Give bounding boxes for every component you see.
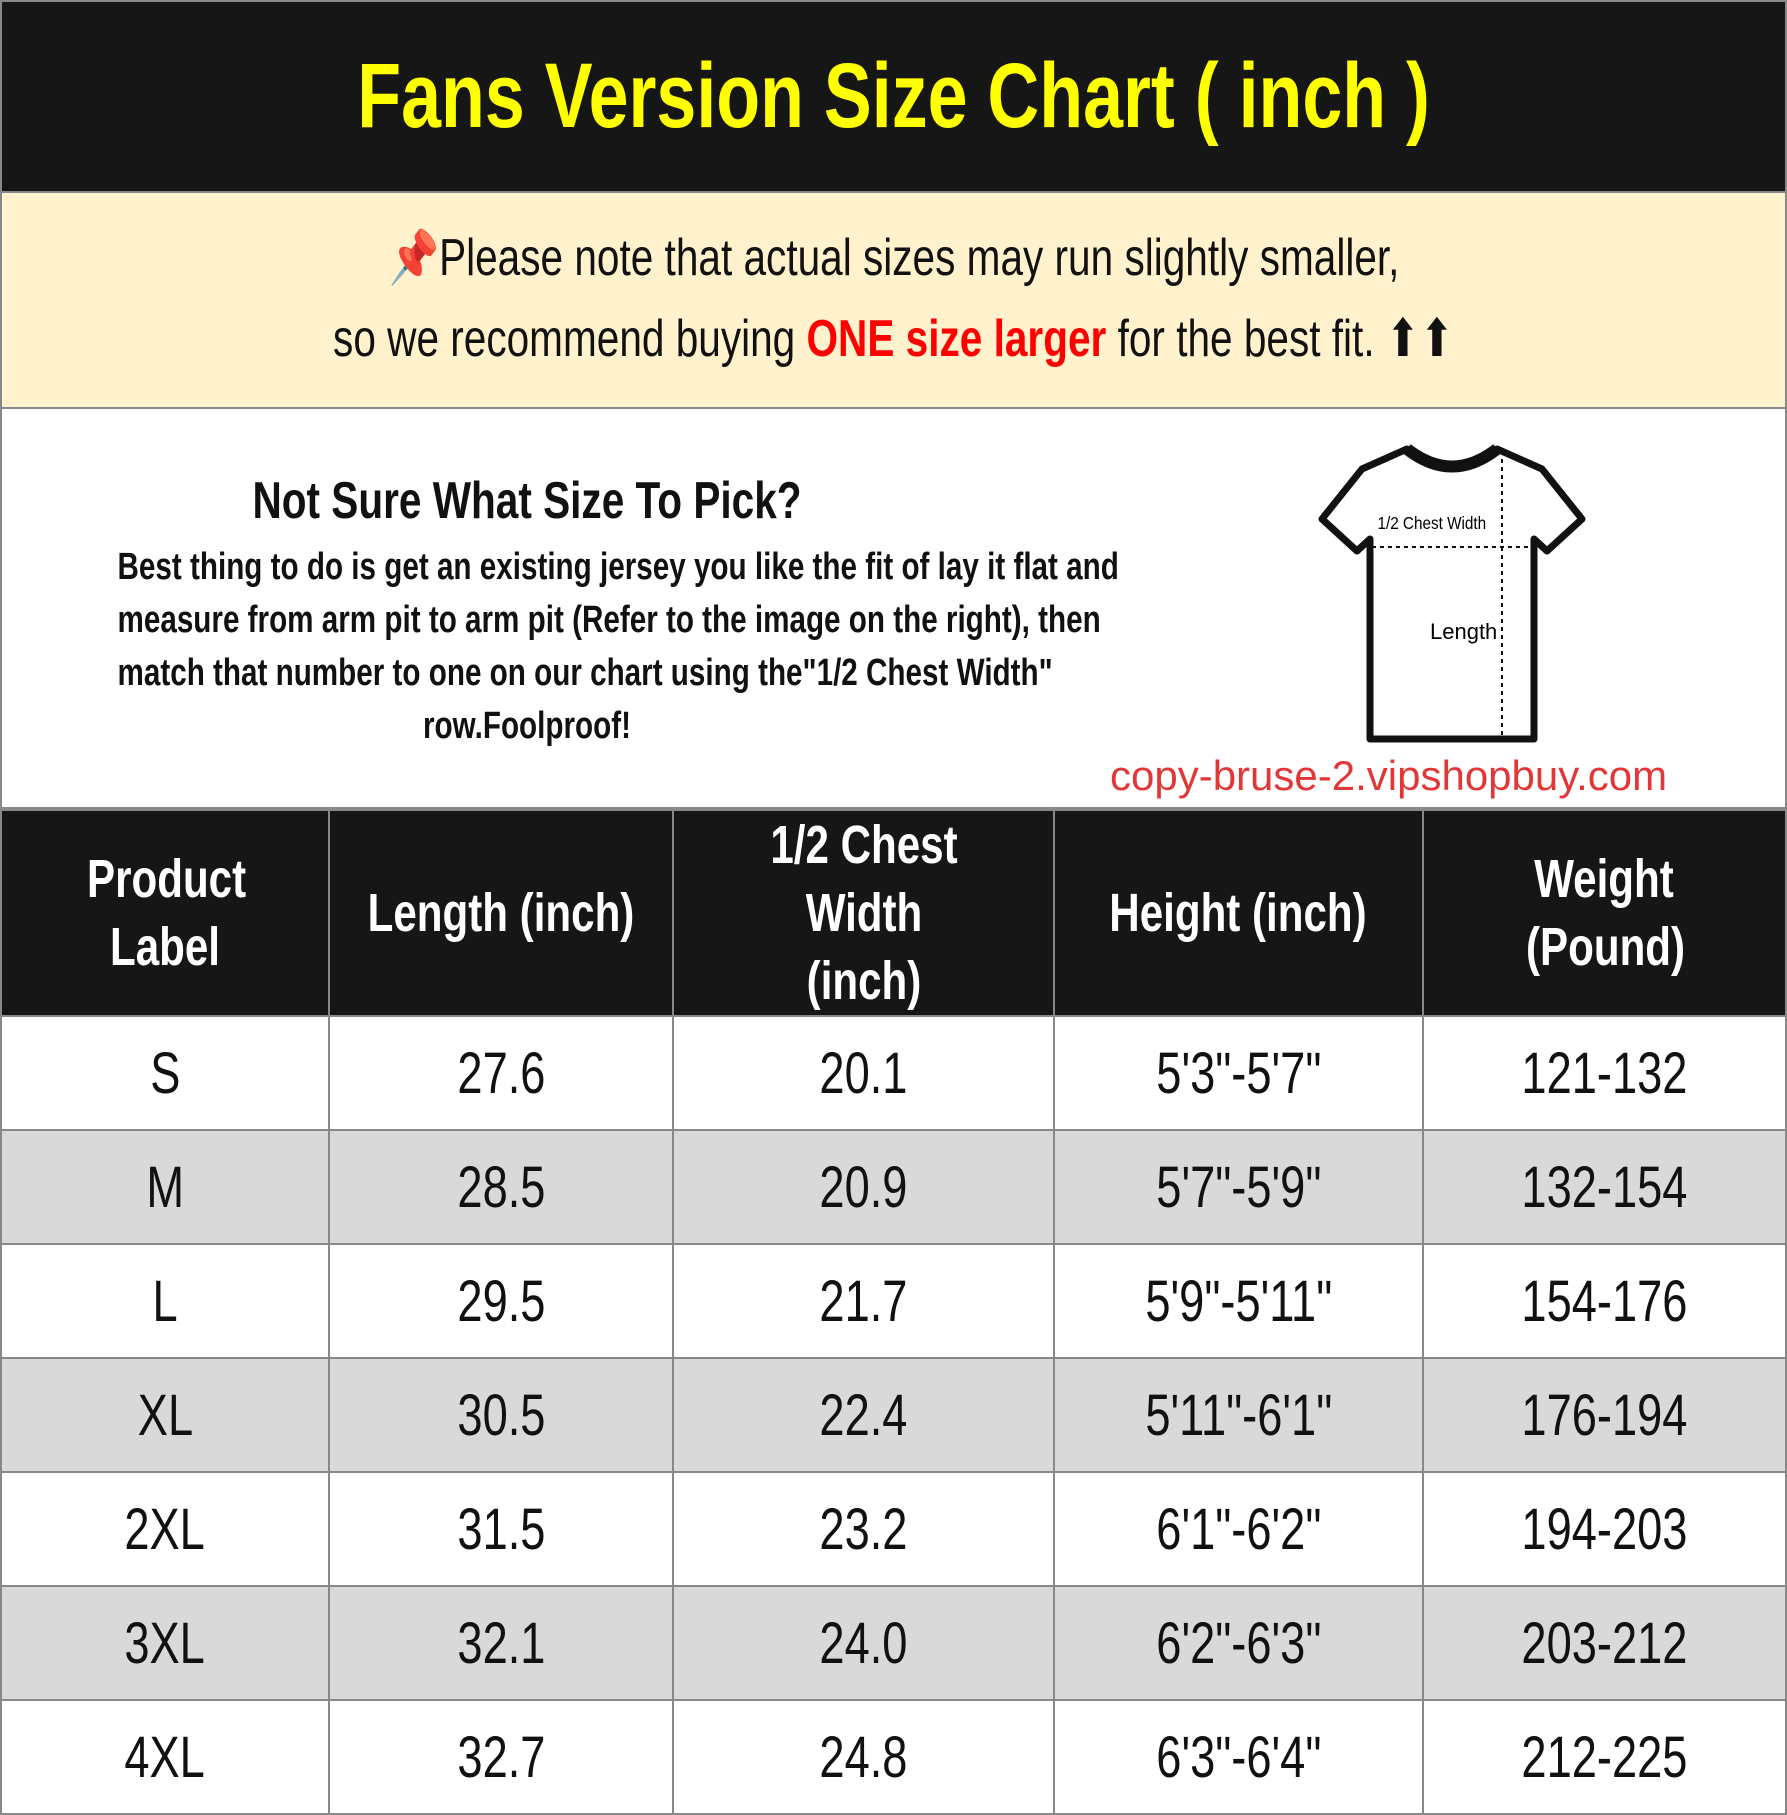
table-cell: S xyxy=(0,1015,331,1131)
size-guide: Not Sure What Size To Pick? Best thing t… xyxy=(0,409,1787,809)
size-table: Product Label Length (inch) 1/2 Chest Wi… xyxy=(0,809,1787,1815)
diagram-chest-label: 1/2 Chest Width xyxy=(1377,513,1486,533)
table-cell: 5'9"-5'11" xyxy=(1053,1243,1424,1359)
header-weight: Weight (Pound) xyxy=(1421,809,1787,1017)
table-cell: 3XL xyxy=(0,1585,331,1701)
notice-line-1: Please note that actual sizes may run sl… xyxy=(438,229,1399,287)
table-cell: 22.4 xyxy=(672,1357,1056,1473)
table-cell: 121-132 xyxy=(1421,1015,1787,1131)
header-length: Length (inch) xyxy=(328,809,675,1017)
table-cell: 5'3"-5'7" xyxy=(1053,1015,1424,1131)
diagram-length-label: Length xyxy=(1430,619,1497,644)
notice-line-2-pre: so we recommend buying xyxy=(333,310,807,368)
table-cell: 6'1"-6'2" xyxy=(1053,1471,1424,1587)
table-cell: L xyxy=(0,1243,331,1359)
table-cell: 29.5 xyxy=(328,1243,675,1359)
pushpin-icon: 📌 xyxy=(388,229,439,287)
table-cell: 176-194 xyxy=(1421,1357,1787,1473)
table-cell: 24.8 xyxy=(672,1699,1056,1815)
table-row: 4XL 32.7 24.8 6'3"-6'4" 212-225 xyxy=(0,1699,1787,1815)
table-cell: 24.0 xyxy=(672,1585,1056,1701)
table-cell: 203-212 xyxy=(1421,1585,1787,1701)
table-cell: 20.9 xyxy=(672,1129,1056,1245)
table-cell: 132-154 xyxy=(1421,1129,1787,1245)
guide-text: Best thing to do is get an existing jers… xyxy=(117,546,1119,747)
table-cell: M xyxy=(0,1129,331,1245)
table-cell: 28.5 xyxy=(328,1129,675,1245)
table-cell: 4XL xyxy=(0,1699,331,1815)
table-cell: 32.1 xyxy=(328,1585,675,1701)
table-cell: 212-225 xyxy=(1421,1699,1787,1815)
chart-title: Fans Version Size Chart ( inch ) xyxy=(357,45,1430,147)
table-cell: 6'3"-6'4" xyxy=(1053,1699,1424,1815)
header-height: Height (inch) xyxy=(1053,809,1424,1017)
table-cell: 20.1 xyxy=(672,1015,1056,1131)
table-row: XL 30.5 22.4 5'11"-6'1" 176-194 xyxy=(0,1357,1787,1473)
table-cell: 2XL xyxy=(0,1471,331,1587)
table-cell: 6'2"-6'3" xyxy=(1053,1585,1424,1701)
header-chest-width: 1/2 Chest Width (inch) xyxy=(672,809,1056,1017)
table-cell: 5'11"-6'1" xyxy=(1053,1357,1424,1473)
notice-line-2-post: for the best fit. ⬆⬆ xyxy=(1106,310,1454,368)
guide-heading: Not Sure What Size To Pick? xyxy=(252,472,802,530)
table-cell: 31.5 xyxy=(328,1471,675,1587)
table-cell: 194-203 xyxy=(1421,1471,1787,1587)
table-row: L 29.5 21.7 5'9"-5'11" 154-176 xyxy=(0,1243,1787,1359)
header-product-label: Product Label xyxy=(0,809,331,1017)
table-cell: XL xyxy=(0,1357,331,1473)
table-cell: 23.2 xyxy=(672,1471,1056,1587)
watermark: copy-bruse-2.vipshopbuy.com xyxy=(1110,752,1668,799)
size-notice: 📌Please note that actual sizes may run s… xyxy=(0,193,1787,409)
table-cell: 5'7"-5'9" xyxy=(1053,1129,1424,1245)
chart-title-bar: Fans Version Size Chart ( inch ) xyxy=(0,0,1787,193)
table-row: 3XL 32.1 24.0 6'2"-6'3" 203-212 xyxy=(0,1585,1787,1701)
tshirt-diagram-icon: 1/2 Chest Width Length xyxy=(1318,444,1586,743)
table-cell: 21.7 xyxy=(672,1243,1056,1359)
table-row: S 27.6 20.1 5'3"-5'7" 121-132 xyxy=(0,1015,1787,1131)
notice-highlight: ONE size larger xyxy=(806,310,1107,368)
table-row: 2XL 31.5 23.2 6'1"-6'2" 194-203 xyxy=(0,1471,1787,1587)
table-row: M 28.5 20.9 5'7"-5'9" 132-154 xyxy=(0,1129,1787,1245)
table-cell: 32.7 xyxy=(328,1699,675,1815)
table-cell: 30.5 xyxy=(328,1357,675,1473)
table-cell: 154-176 xyxy=(1421,1243,1787,1359)
table-cell: 27.6 xyxy=(328,1015,675,1131)
